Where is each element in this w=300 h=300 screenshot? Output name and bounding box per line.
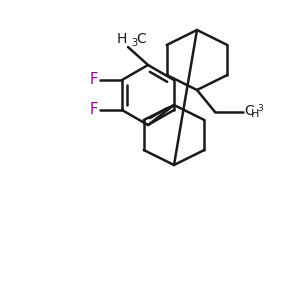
Text: F: F <box>90 103 98 118</box>
Text: C: C <box>244 104 254 118</box>
Text: H: H <box>251 109 260 119</box>
Text: 3: 3 <box>257 104 263 113</box>
Text: C: C <box>136 32 146 46</box>
Text: F: F <box>90 73 98 88</box>
Text: H: H <box>117 32 127 46</box>
Text: 3: 3 <box>131 38 137 48</box>
